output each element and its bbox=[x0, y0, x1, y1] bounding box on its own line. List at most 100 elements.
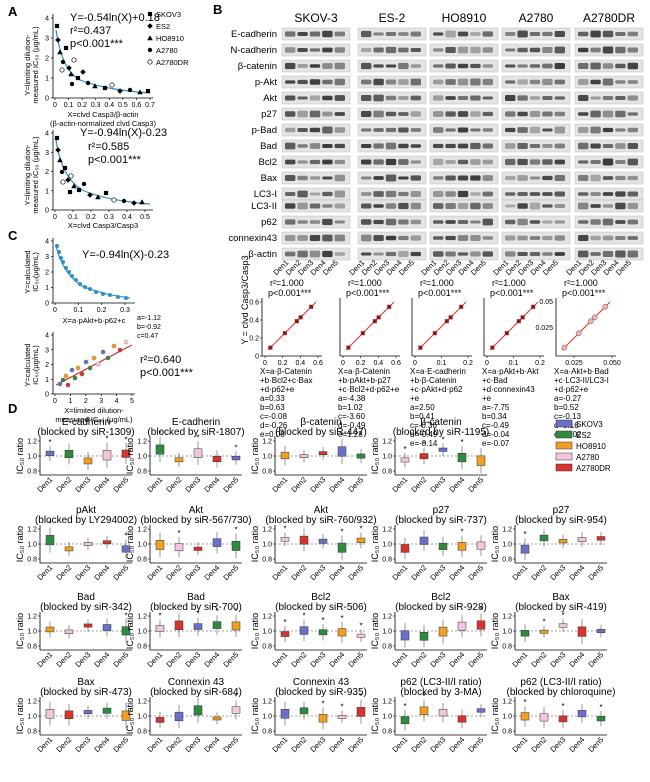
blot-band bbox=[297, 32, 308, 36]
x-tick-label: Den5 bbox=[466, 475, 485, 494]
plot-subtitle: (blocked by siR-473) bbox=[40, 687, 132, 698]
axis-label-y: measured IC₅₀ (μg/mL) bbox=[31, 136, 40, 214]
data-point bbox=[516, 319, 521, 324]
box-mark bbox=[337, 715, 347, 719]
y-tick-label: 2 bbox=[45, 56, 49, 63]
blot-band bbox=[334, 234, 345, 242]
box-mark bbox=[438, 542, 448, 550]
x-tick-label: Den3 bbox=[73, 475, 92, 494]
formula-line: +b·Bcl2+c·Bax bbox=[260, 376, 312, 385]
blot-band bbox=[385, 235, 397, 241]
legend-swatch bbox=[555, 452, 573, 461]
axis-label-y: IC₅₀ ratio bbox=[370, 438, 380, 474]
blot-band bbox=[398, 47, 409, 53]
y-tick-label: 0.4 bbox=[249, 318, 259, 325]
r-squared: r²=1.000 bbox=[564, 278, 598, 288]
data-point bbox=[268, 345, 273, 350]
y-tick-label: 4 bbox=[45, 131, 49, 138]
x-tick-label: Den1 bbox=[390, 650, 409, 669]
blot-band bbox=[505, 95, 516, 101]
x-tick-label: Den4 bbox=[447, 735, 466, 754]
protein-label: Bcl2 bbox=[259, 157, 277, 168]
y-tick-label: 1.2 bbox=[502, 699, 512, 706]
blot-band bbox=[578, 126, 589, 134]
y-tick-label: 0.8 bbox=[27, 644, 37, 651]
data-point bbox=[95, 361, 101, 367]
blot-band bbox=[554, 220, 565, 224]
data-point bbox=[147, 59, 153, 65]
x-tick-label: 0 bbox=[53, 102, 57, 109]
x-tick-label: 0.6 bbox=[313, 360, 323, 367]
blot-band bbox=[517, 95, 528, 101]
y-tick-label: 1.2 bbox=[502, 614, 512, 621]
plot-title: Connexin 43 bbox=[168, 677, 225, 688]
formula-line: X=a·β-Catenin bbox=[260, 367, 312, 376]
blot-band bbox=[334, 112, 345, 116]
blot-band bbox=[433, 203, 444, 209]
x-tick-label: Den2 bbox=[289, 650, 308, 669]
blot-band bbox=[590, 235, 601, 241]
legend-entry: A2780DR bbox=[576, 464, 611, 473]
blot-band bbox=[322, 95, 333, 101]
x-tick-label: Den1 bbox=[270, 735, 289, 754]
blot-band bbox=[457, 175, 469, 181]
box-mark bbox=[83, 623, 93, 628]
data-point bbox=[55, 244, 59, 248]
axis-label-y: IC₅₀ ratio bbox=[250, 526, 260, 562]
blot-band bbox=[482, 159, 493, 165]
coefficient: c=0.47 bbox=[137, 333, 158, 340]
blot-band bbox=[542, 220, 553, 224]
coefficient: c=-0.49 bbox=[482, 421, 509, 430]
blot-band bbox=[457, 31, 469, 37]
ic50-ratio-plot: Connexin 43(blocked by siR-935) IC₅₀ rati… bbox=[250, 677, 367, 754]
data-point bbox=[346, 345, 351, 350]
data-point bbox=[92, 83, 98, 89]
box-mark bbox=[299, 707, 309, 715]
plot-title: Bcl2 bbox=[431, 592, 451, 603]
axis-label-y: IC₅₀ ratio bbox=[370, 526, 380, 562]
data-point bbox=[561, 344, 568, 351]
blot-band bbox=[470, 220, 481, 224]
blot-band bbox=[602, 30, 614, 38]
y-tick-label: 1.0 bbox=[27, 714, 37, 721]
axis-label-y: IC₅₀ ratio bbox=[15, 438, 25, 474]
box-mark bbox=[121, 449, 131, 458]
x-tick-label: Den4 bbox=[567, 650, 586, 669]
blot-band bbox=[542, 78, 553, 86]
blot-band bbox=[285, 219, 296, 225]
box-mark bbox=[539, 629, 549, 634]
y-tick-label: 1.2 bbox=[137, 439, 147, 446]
blot-band bbox=[297, 220, 308, 224]
x-tick-label: 0.1 bbox=[509, 360, 519, 367]
coefficient: b=0.41 bbox=[410, 412, 435, 421]
x-tick-label: 0.2 bbox=[535, 360, 545, 367]
y-tick-label: 0.8 bbox=[137, 729, 147, 736]
y-tick-label: 1.0 bbox=[262, 629, 272, 636]
data-point bbox=[137, 89, 143, 95]
box-mark bbox=[438, 626, 448, 637]
x-tick-label: Den5 bbox=[111, 563, 130, 582]
blot-band bbox=[529, 32, 541, 36]
x-tick-label: 0.4 bbox=[295, 360, 305, 367]
blot-band bbox=[322, 47, 333, 53]
panel-c-top-plot: Y=calculated IC₅₀(μg/mL) 4 3 2 1 0 0 0.1 0.2 0.… bbox=[23, 238, 169, 340]
blot-band bbox=[385, 174, 397, 182]
blot-band bbox=[602, 144, 614, 148]
axis-label-y: IC₅₀(μg/mL) bbox=[31, 252, 40, 292]
blot-band bbox=[482, 143, 493, 149]
box-mark bbox=[280, 631, 290, 637]
y-tick-label: 1.2 bbox=[27, 614, 37, 621]
x-tick-label: Den4 bbox=[92, 650, 111, 669]
data-point bbox=[71, 183, 77, 189]
x-tick-label: Den2 bbox=[54, 735, 73, 754]
x-tick-label: Den5 bbox=[111, 475, 130, 494]
data-point bbox=[294, 319, 299, 324]
formula-line: X=a·Akt+b·Bad bbox=[554, 367, 609, 376]
x-tick-label: Den1 bbox=[270, 650, 289, 669]
y-tick-label: 1.2 bbox=[137, 699, 147, 706]
ic50-ratio-plot: Bad(blocked by siR-342)IC₅₀ ratio 1.21.00… bbox=[15, 592, 132, 669]
significance-mark: * bbox=[105, 435, 108, 444]
x-tick-label: Den3 bbox=[183, 563, 202, 582]
y-tick-label: 2 bbox=[45, 362, 49, 369]
blot-band bbox=[334, 159, 345, 165]
